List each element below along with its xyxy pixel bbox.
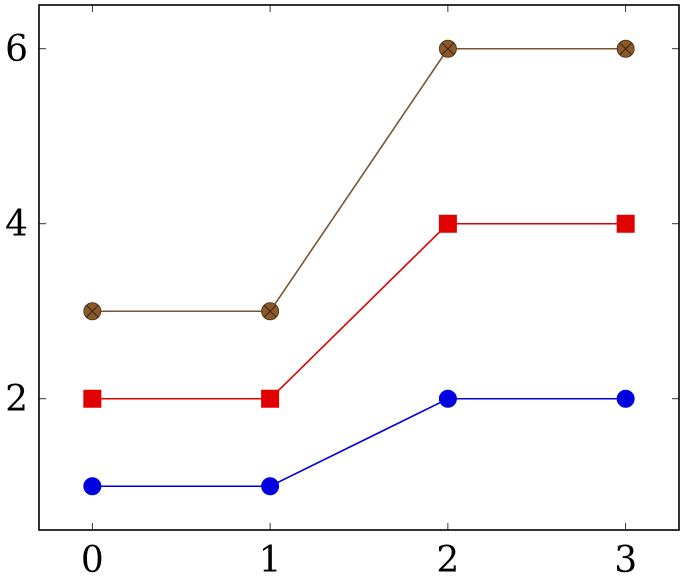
series-3-point-cross-b	[619, 42, 633, 56]
series-1-point	[83, 477, 102, 496]
series-3-point	[616, 39, 635, 58]
x-tick-label: 2	[436, 540, 459, 578]
series-2-point	[616, 214, 635, 233]
series-1-line	[92, 397, 626, 488]
x-tick-label: 0	[81, 540, 104, 578]
series-3-point	[438, 39, 457, 58]
y-tick-label: 4	[5, 204, 28, 245]
plot-frame	[38, 4, 680, 531]
series-layer	[83, 39, 635, 496]
series-3-point-cross-b	[441, 42, 455, 56]
series-2-line	[92, 222, 626, 400]
x-tick-label: 1	[259, 540, 282, 578]
series-3-line	[92, 47, 626, 313]
series-3-point	[261, 302, 280, 321]
y-tick-label: 6	[5, 29, 28, 70]
series-3	[83, 39, 635, 321]
axis-ticks	[39, 5, 679, 530]
series-3-point-cross-b	[263, 304, 277, 318]
x-tick-label: 3	[614, 540, 637, 578]
y-tick-label: 2	[5, 379, 28, 420]
series-2	[83, 214, 635, 408]
series-2-point	[261, 389, 280, 408]
series-1-point	[261, 477, 280, 496]
series-1	[83, 389, 635, 496]
series-1-point	[616, 389, 635, 408]
series-3-point	[83, 302, 102, 321]
series-2-point	[83, 389, 102, 408]
series-1-point	[438, 389, 457, 408]
series-3-point-cross-b	[85, 304, 99, 318]
series-2-point	[438, 214, 457, 233]
tick-labels: 0 1 2 3 2 4 6	[5, 29, 637, 578]
